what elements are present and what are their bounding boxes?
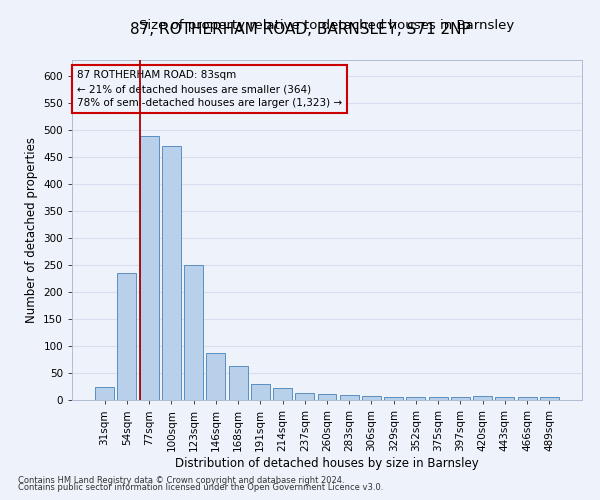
Title: Size of property relative to detached houses in Barnsley: Size of property relative to detached ho… — [139, 20, 515, 32]
Bar — [429, 398, 448, 400]
Bar — [384, 398, 403, 400]
Bar — [95, 386, 114, 400]
Bar — [540, 398, 559, 400]
Bar — [406, 398, 425, 400]
Bar — [162, 146, 181, 400]
Bar — [184, 265, 203, 400]
Bar — [451, 398, 470, 400]
Bar — [229, 366, 248, 400]
Y-axis label: Number of detached properties: Number of detached properties — [25, 137, 38, 323]
Bar — [340, 394, 359, 400]
Bar — [251, 384, 270, 400]
Text: 87 ROTHERHAM ROAD: 83sqm
← 21% of detached houses are smaller (364)
78% of semi-: 87 ROTHERHAM ROAD: 83sqm ← 21% of detach… — [77, 70, 342, 108]
X-axis label: Distribution of detached houses by size in Barnsley: Distribution of detached houses by size … — [175, 456, 479, 469]
Bar — [518, 398, 536, 400]
Bar — [362, 396, 381, 400]
Bar — [317, 394, 337, 400]
Bar — [140, 136, 158, 400]
Text: Contains public sector information licensed under the Open Government Licence v3: Contains public sector information licen… — [18, 484, 383, 492]
Bar — [273, 388, 292, 400]
Bar — [295, 393, 314, 400]
Text: Contains HM Land Registry data © Crown copyright and database right 2024.: Contains HM Land Registry data © Crown c… — [18, 476, 344, 485]
Text: 87, ROTHERHAM ROAD, BARNSLEY, S71 2NP: 87, ROTHERHAM ROAD, BARNSLEY, S71 2NP — [130, 22, 470, 38]
Bar — [118, 273, 136, 400]
Bar — [473, 396, 492, 400]
Bar — [496, 398, 514, 400]
Bar — [206, 352, 225, 400]
